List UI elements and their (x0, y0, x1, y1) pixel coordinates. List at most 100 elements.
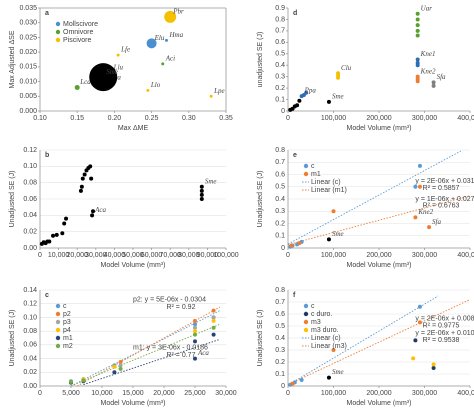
point (118, 360, 123, 364)
x-tick-label: 0 (38, 252, 42, 259)
y-tick-label: 0.015 (19, 64, 37, 71)
legend-label: p3 (63, 319, 71, 326)
y-tick-label: 0.08 (23, 180, 37, 187)
y-tick-label: 0.2 (275, 359, 285, 366)
point (112, 370, 117, 375)
point (146, 88, 150, 92)
point-label: Sme (332, 230, 344, 238)
point (413, 184, 418, 189)
x-tick-label: 30,000 (215, 390, 237, 397)
annotation: R² = 0.5857 (423, 185, 460, 192)
point-label: Sme (332, 92, 344, 100)
y-tick-label: 0.3 (275, 347, 285, 354)
trendline (287, 195, 471, 246)
x-axis-title: Model Volume (mm³) (101, 400, 166, 407)
point-label: Lfe (120, 46, 130, 54)
y-tick-label: 0.6 (275, 171, 285, 178)
y-tick-label: 0.4 (275, 335, 285, 342)
point-label: Sfa (437, 73, 446, 81)
point (411, 356, 416, 361)
annotation: y = 2E-06x + 0.0319 (415, 178, 474, 185)
x-tick-label: 200,000 (366, 390, 391, 397)
point (62, 221, 67, 226)
point (199, 192, 204, 197)
point (413, 338, 418, 343)
legend-marker (55, 311, 61, 317)
legend-label: p2 (63, 311, 71, 318)
legend-label: Linear (m1) (311, 187, 347, 194)
point (211, 315, 216, 320)
legend-label: Linear (m3) (311, 343, 347, 350)
y-tick-label: 0.10 (23, 314, 37, 321)
point (88, 164, 93, 169)
x-tick-label: 0 (286, 390, 290, 397)
x-tick-label: 200,000 (366, 115, 391, 122)
y-tick-label: 0.7 (275, 299, 285, 306)
y-axis-title: unadjusted SE (J) (257, 32, 264, 88)
y-tick-label: 0.04 (23, 212, 37, 219)
point (116, 53, 120, 57)
x-tick-label: 50,000 (122, 252, 144, 259)
x-tick-label: 300,000 (412, 390, 437, 397)
point (326, 99, 331, 104)
y-tick-label: 0.8 (275, 147, 285, 154)
x-tick-label: 300,000 (412, 115, 437, 122)
x-tick-label: 0.35 (219, 115, 233, 122)
point (80, 176, 85, 181)
y-tick-label: 0.010 (19, 78, 37, 85)
legend-label: m1 (63, 335, 73, 342)
trendline (287, 295, 439, 386)
x-tick-label: 300,000 (412, 252, 437, 259)
x-tick-label: 25,000 (184, 390, 206, 397)
legend-marker (55, 335, 61, 341)
y-tick-label: 0.7 (275, 159, 285, 166)
legend-marker (303, 303, 309, 309)
point (417, 304, 422, 309)
point (431, 83, 436, 88)
point-label: Aci (165, 55, 175, 63)
point (51, 233, 56, 238)
point-label: Hma (168, 31, 183, 39)
point (415, 23, 420, 28)
x-tick-label: 0.15 (70, 115, 84, 122)
point (193, 329, 197, 334)
y-tick-label: 0.1 (275, 96, 285, 103)
legend-label: c (311, 303, 315, 310)
point (199, 184, 204, 189)
x-tick-label: 20,000 (66, 252, 88, 259)
point (91, 209, 96, 214)
x-tick-label: 0.30 (182, 115, 196, 122)
point (417, 163, 422, 168)
point (64, 216, 69, 221)
y-tick-label: 0.035 (19, 5, 37, 12)
point (47, 239, 52, 244)
point (89, 63, 118, 92)
point (415, 28, 420, 33)
point (415, 63, 420, 68)
x-tick-label: 400,000 (457, 390, 474, 397)
panel-label: d (293, 10, 297, 17)
y-tick-label: 0.08 (23, 328, 37, 335)
panel-label: f (293, 292, 296, 299)
panel-label: e (293, 152, 297, 159)
point (209, 94, 213, 98)
y-tick-label: 0.6 (275, 311, 285, 318)
point (199, 188, 204, 193)
y-tick-label: 0 (281, 383, 285, 390)
y-tick-label: 0.025 (19, 34, 37, 41)
point (193, 322, 197, 327)
point (193, 356, 197, 361)
legend-label: Omnivore (63, 29, 93, 36)
point-label: Uar (421, 4, 433, 12)
legend-label: Linear (c) (311, 179, 341, 186)
point-label: Sfa (432, 218, 441, 226)
point (81, 378, 86, 383)
point (431, 366, 436, 370)
y-axis-title: Max Adjusted ΔSE (9, 30, 16, 88)
x-tick-label: 0.10 (33, 115, 47, 122)
x-tick-label: 80,000 (178, 252, 200, 259)
point (89, 176, 94, 181)
point (290, 381, 295, 386)
point (74, 84, 80, 90)
point (79, 184, 84, 189)
